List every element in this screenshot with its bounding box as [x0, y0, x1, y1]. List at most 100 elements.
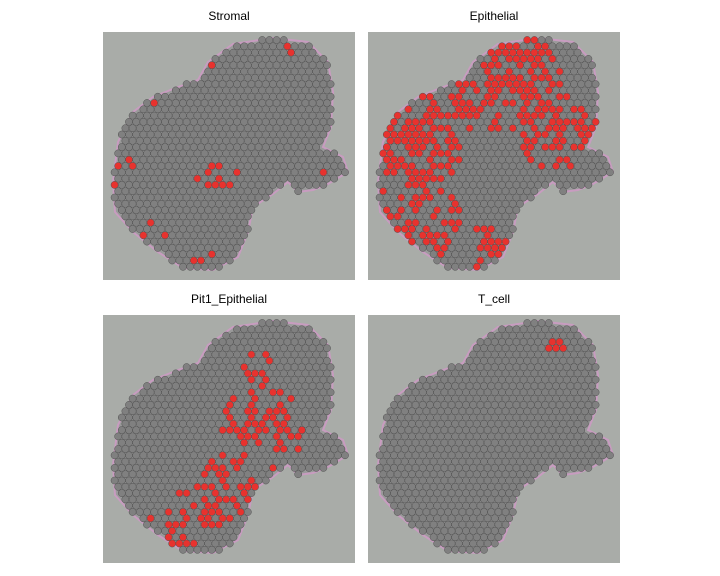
spot-negative: [465, 174, 474, 183]
spot-negative: [519, 67, 528, 76]
spot-positive: [429, 111, 438, 120]
spot-negative: [143, 174, 151, 183]
spot-negative: [117, 451, 126, 460]
spot-negative: [469, 193, 478, 202]
spot-negative: [494, 457, 503, 466]
spot-negative: [265, 48, 274, 57]
spot-negative: [204, 231, 213, 240]
spot-negative: [472, 520, 481, 529]
spot-positive: [175, 539, 184, 548]
spot-negative: [233, 489, 241, 497]
spot-negative: [265, 394, 274, 403]
spot-negative: [526, 363, 535, 371]
spot-negative: [426, 388, 434, 397]
spot-negative: [186, 212, 195, 221]
spot-negative: [469, 256, 478, 265]
spot-positive: [386, 162, 395, 170]
spot-negative: [193, 136, 202, 145]
spot-negative: [171, 111, 180, 120]
spot-negative: [308, 162, 317, 170]
spot-positive: [382, 206, 391, 214]
spot-negative: [382, 476, 391, 485]
spot-negative: [566, 99, 575, 107]
spot-negative: [330, 149, 339, 158]
spot-negative: [433, 426, 442, 434]
spot-negative: [294, 344, 303, 353]
spot-negative: [164, 250, 173, 259]
spot-negative: [480, 508, 488, 516]
spot-negative: [548, 67, 557, 76]
spot-positive: [204, 514, 213, 523]
spot-negative: [447, 105, 456, 114]
spot-negative: [287, 174, 295, 183]
spot-negative: [168, 218, 177, 227]
spot-positive: [498, 80, 506, 88]
spot-negative: [382, 413, 391, 422]
spot-negative: [319, 401, 328, 409]
spot-negative: [559, 61, 568, 70]
spot-negative: [559, 99, 568, 107]
spot-positive: [258, 382, 267, 390]
spot-negative: [323, 457, 331, 466]
spot-negative: [580, 445, 589, 453]
spot-negative: [272, 319, 281, 327]
spot-negative: [301, 99, 310, 107]
spot-negative: [530, 369, 539, 378]
spot-positive: [426, 118, 434, 126]
spot-negative: [272, 344, 281, 353]
spot-negative: [418, 464, 427, 472]
spot-negative: [476, 206, 485, 214]
spot-negative: [258, 99, 267, 107]
spot-negative: [588, 344, 596, 353]
spot-negative: [225, 67, 234, 76]
spot-negative: [465, 419, 474, 428]
spot-negative: [480, 73, 488, 82]
spot-negative: [254, 451, 263, 460]
spot-negative: [157, 482, 166, 491]
spot-negative: [164, 419, 173, 428]
spot-negative: [139, 413, 148, 422]
spot-negative: [161, 501, 169, 510]
spot-negative: [175, 527, 184, 535]
spot-negative: [577, 350, 586, 359]
spot-negative: [254, 105, 263, 114]
spot-negative: [182, 438, 191, 447]
spot-negative: [215, 419, 223, 428]
spot-negative: [498, 118, 506, 126]
spot-negative: [193, 394, 202, 403]
spot-negative: [254, 130, 263, 139]
spot-negative: [440, 401, 449, 409]
spot-negative: [501, 508, 510, 516]
spot-negative: [458, 162, 467, 170]
spot-positive: [570, 118, 578, 126]
spot-positive: [276, 401, 285, 409]
spot-negative: [454, 476, 463, 485]
spot-negative: [418, 105, 427, 114]
spot-negative: [211, 206, 220, 214]
spot-negative: [265, 319, 274, 327]
spot-positive: [519, 130, 528, 139]
spot-negative: [153, 451, 162, 460]
spot-negative: [490, 375, 499, 384]
spot-negative: [204, 363, 213, 371]
spot-negative: [512, 155, 521, 164]
spot-negative: [290, 338, 299, 346]
spot-negative: [186, 250, 195, 259]
spot-negative: [157, 407, 166, 416]
spot-positive: [279, 407, 288, 416]
spot-negative: [379, 470, 388, 479]
spot-negative: [146, 501, 155, 510]
spot-positive: [171, 520, 180, 529]
spot-negative: [458, 495, 467, 504]
spot-negative: [444, 432, 452, 441]
spot-negative: [254, 181, 263, 189]
spot-negative: [171, 136, 180, 145]
spot-negative: [501, 445, 510, 453]
spot-negative: [393, 149, 402, 158]
spot-negative: [577, 55, 586, 63]
spot-negative: [501, 432, 510, 441]
spot-negative: [139, 105, 148, 114]
spot-negative: [591, 168, 600, 177]
spot-negative: [429, 495, 438, 504]
spot-negative: [480, 382, 488, 390]
